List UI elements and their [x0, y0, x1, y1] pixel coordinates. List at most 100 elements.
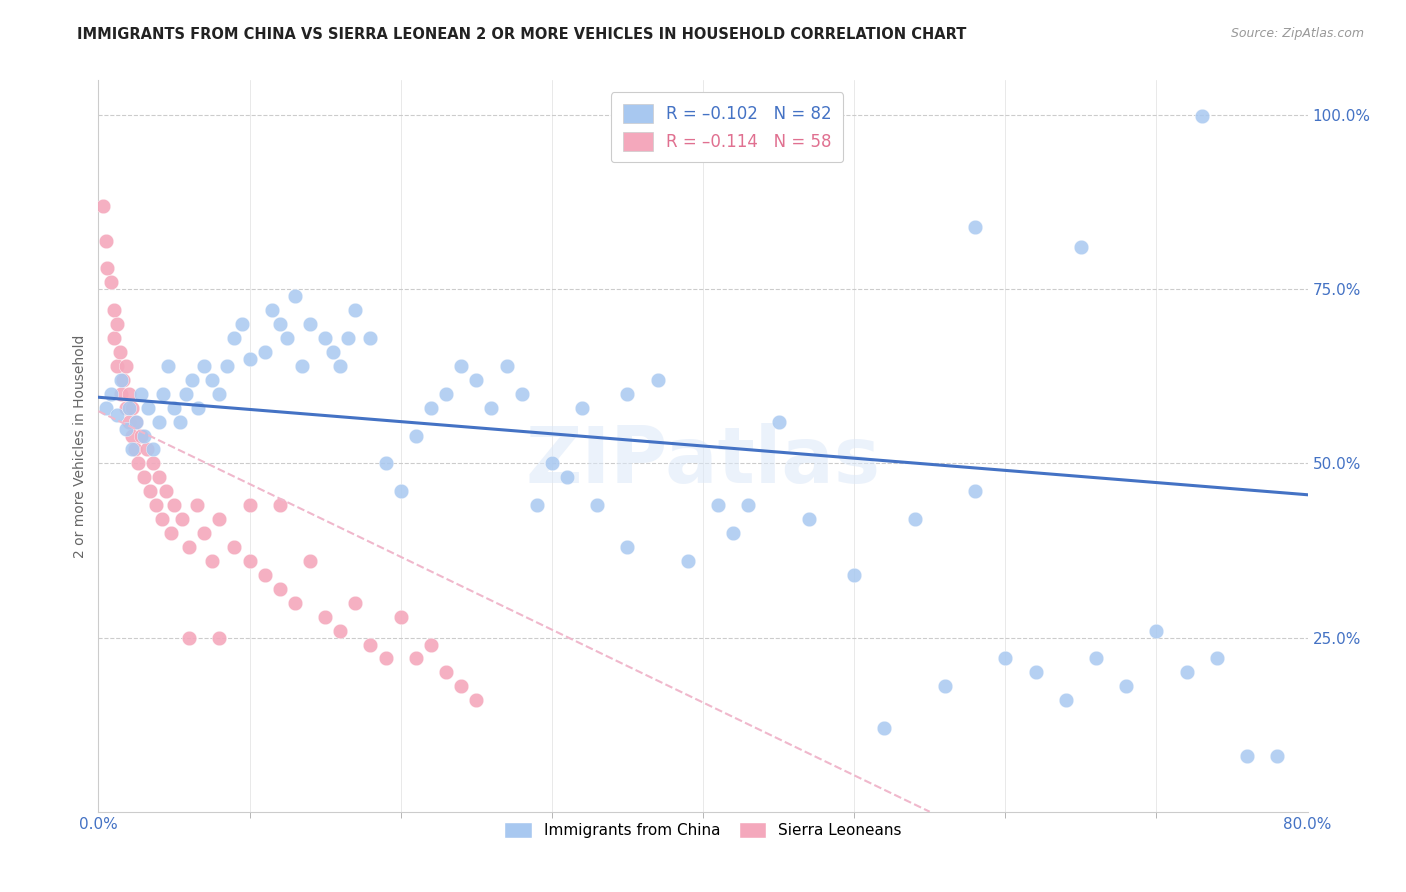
- Point: [94, 401, 117, 415]
- Point: [163, 401, 186, 415]
- Point: [994, 651, 1017, 665]
- Point: [169, 415, 191, 429]
- Point: [1191, 109, 1213, 123]
- Point: [96, 261, 118, 276]
- Point: [1115, 679, 1137, 693]
- Point: [94, 234, 117, 248]
- Point: [121, 442, 143, 457]
- Point: [201, 554, 224, 568]
- Point: [145, 498, 167, 512]
- Point: [314, 609, 336, 624]
- Point: [360, 638, 382, 652]
- Point: [510, 386, 533, 401]
- Point: [253, 567, 276, 582]
- Point: [224, 331, 246, 345]
- Text: Source: ZipAtlas.com: Source: ZipAtlas.com: [1230, 27, 1364, 40]
- Point: [239, 498, 262, 512]
- Point: [405, 428, 427, 442]
- Point: [127, 457, 149, 471]
- Point: [239, 554, 262, 568]
- Point: [142, 442, 165, 457]
- Point: [314, 331, 336, 345]
- Point: [965, 484, 987, 499]
- Point: [208, 386, 231, 401]
- Point: [647, 373, 669, 387]
- Point: [100, 386, 122, 401]
- Point: [540, 457, 562, 471]
- Point: [495, 359, 517, 373]
- Point: [224, 540, 246, 554]
- Point: [374, 457, 396, 471]
- Point: [360, 331, 382, 345]
- Point: [179, 631, 201, 645]
- Point: [208, 631, 231, 645]
- Text: IMMIGRANTS FROM CHINA VS SIERRA LEONEAN 2 OR MORE VEHICLES IN HOUSEHOLD CORRELAT: IMMIGRANTS FROM CHINA VS SIERRA LEONEAN …: [77, 27, 967, 42]
- Point: [105, 317, 128, 331]
- Point: [344, 303, 367, 318]
- Point: [344, 596, 367, 610]
- Point: [616, 386, 638, 401]
- Point: [707, 498, 730, 512]
- Point: [174, 386, 197, 401]
- Point: [114, 359, 136, 373]
- Point: [586, 498, 609, 512]
- Point: [737, 498, 759, 512]
- Point: [193, 359, 215, 373]
- Point: [103, 331, 125, 345]
- Point: [284, 596, 307, 610]
- Point: [374, 651, 396, 665]
- Point: [186, 498, 208, 512]
- Point: [181, 373, 204, 387]
- Point: [124, 442, 146, 457]
- Point: [723, 526, 745, 541]
- Point: [160, 526, 183, 541]
- Point: [329, 359, 352, 373]
- Point: [1267, 749, 1289, 764]
- Point: [208, 512, 231, 526]
- Point: [105, 359, 128, 373]
- Point: [420, 401, 443, 415]
- Point: [571, 401, 593, 415]
- Point: [322, 345, 344, 359]
- Point: [481, 401, 503, 415]
- Point: [1206, 651, 1229, 665]
- Point: [1236, 749, 1258, 764]
- Point: [91, 199, 114, 213]
- Point: [155, 484, 177, 499]
- Point: [156, 359, 179, 373]
- Point: [1175, 665, 1198, 680]
- Point: [768, 415, 790, 429]
- Point: [1085, 651, 1108, 665]
- Point: [336, 331, 359, 345]
- Point: [873, 721, 896, 735]
- Point: [526, 498, 548, 512]
- Point: [118, 386, 141, 401]
- Point: [132, 428, 155, 442]
- Point: [215, 359, 238, 373]
- Point: [965, 219, 987, 234]
- Point: [108, 345, 131, 359]
- Point: [269, 498, 291, 512]
- Point: [253, 345, 276, 359]
- Point: [118, 401, 141, 415]
- Text: ZIPatlas: ZIPatlas: [526, 423, 880, 499]
- Point: [262, 303, 284, 318]
- Y-axis label: 2 or more Vehicles in Household: 2 or more Vehicles in Household: [73, 334, 87, 558]
- Point: [904, 512, 927, 526]
- Point: [121, 401, 143, 415]
- Point: [284, 289, 307, 303]
- Point: [129, 428, 152, 442]
- Point: [389, 484, 412, 499]
- Point: [276, 331, 298, 345]
- Point: [934, 679, 956, 693]
- Point: [136, 401, 159, 415]
- Point: [103, 303, 125, 318]
- Point: [187, 401, 209, 415]
- Point: [132, 470, 155, 484]
- Point: [111, 373, 134, 387]
- Point: [1144, 624, 1167, 638]
- Point: [299, 554, 322, 568]
- Point: [616, 540, 638, 554]
- Point: [125, 415, 148, 429]
- Point: [118, 415, 141, 429]
